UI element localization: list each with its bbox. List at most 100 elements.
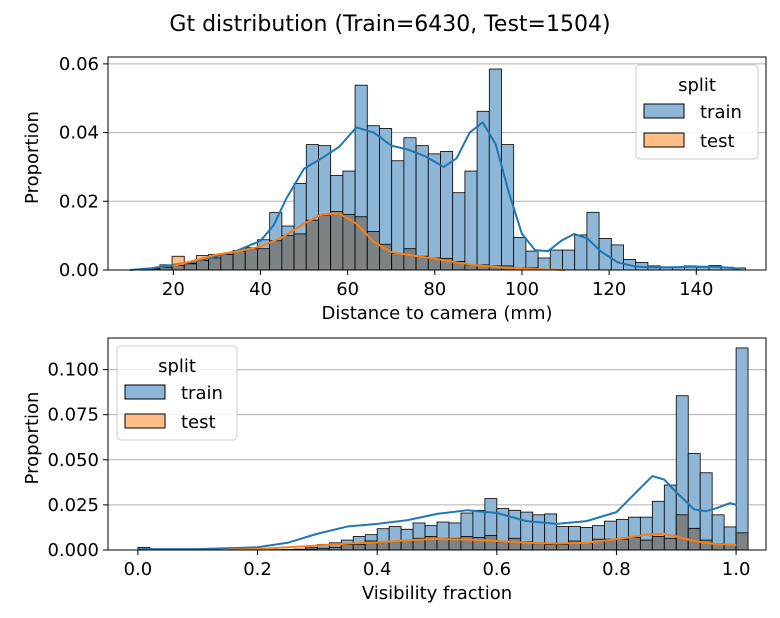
overlap-bar (663, 537, 677, 551)
test-kde-line (227, 532, 737, 551)
overlap-bar (244, 248, 258, 271)
kde-curves (137, 475, 737, 551)
y-tick-label: 0.075 (47, 405, 99, 426)
x-tick-label: 120 (592, 279, 626, 300)
legend-label-train: train (700, 102, 742, 123)
overlap-bar (352, 544, 366, 551)
y-axis-ticks: 0.00 0.02 0.04 0.06 (59, 54, 108, 281)
overlap-bar (340, 544, 354, 551)
overlap-bar (532, 543, 546, 551)
overlap-bar (257, 248, 271, 271)
y-tick-label: 0.000 (47, 540, 99, 561)
x-tick-label: 140 (679, 279, 713, 300)
train-bar (501, 144, 515, 271)
legend-label-test: test (181, 412, 216, 433)
x-tick-label: 20 (162, 279, 185, 300)
train-bar (415, 145, 429, 271)
x-tick-label: 0.8 (602, 559, 631, 580)
overlap-bar (556, 544, 569, 551)
train-bar (562, 249, 576, 271)
y-tick-label: 0.06 (59, 54, 99, 75)
x-tick-label: 1.0 (722, 559, 751, 580)
y-axis-label: Proportion (22, 392, 43, 485)
train-bar (488, 68, 502, 271)
x-tick-label: 0.0 (124, 559, 153, 580)
overlap-bar (196, 259, 210, 271)
overlap-bar (484, 535, 498, 551)
overlap-bar (391, 253, 405, 271)
train-bar (513, 236, 527, 271)
x-axis-label: Visibility fraction (362, 583, 512, 604)
overlap-bar (544, 544, 558, 551)
train-bar (452, 192, 466, 271)
y-tick-label: 0.04 (59, 123, 99, 144)
legend: split train test (116, 345, 238, 441)
train-bar (464, 170, 478, 271)
train-bar (549, 249, 563, 271)
train-bar (610, 244, 624, 271)
train-bar (735, 347, 749, 551)
legend-swatch-train (124, 384, 166, 400)
overlap-bar (183, 263, 197, 271)
test-kde-line (173, 212, 566, 271)
overlap-bar (330, 211, 344, 271)
legend-label-test: test (700, 131, 735, 152)
overlap-bar (293, 233, 307, 271)
x-tick-label: 80 (423, 279, 446, 300)
distance-panel: 20 40 60 80 100 120 140 0.00 0.02 0.04 0.06 Dista… (22, 54, 767, 324)
train-kde-line (137, 475, 737, 551)
overlap-bar (651, 536, 665, 551)
overlap-bar (281, 235, 295, 271)
plot-frame (107, 337, 767, 551)
train-bar (525, 250, 539, 271)
x-axis-ticks: 0.0 0.2 0.4 0.6 0.8 1.0 (124, 550, 751, 580)
kde-curves (129, 121, 740, 271)
figure-title: Gt distribution (Train=6430, Test=1504) (169, 12, 610, 37)
y-axis-ticks: 0.000 0.025 0.050 0.075 0.100 (47, 360, 108, 561)
x-axis-label: Distance to camera (mm) (321, 303, 552, 324)
train-bar (574, 234, 588, 271)
x-tick-label: 100 (505, 279, 539, 300)
x-axis-ticks: 20 40 60 80 100 120 140 (162, 270, 713, 300)
legend-title: split (678, 75, 716, 96)
overlap-bar (403, 248, 417, 271)
x-tick-label: 40 (249, 279, 272, 300)
x-tick-label: 0.4 (363, 559, 392, 580)
x-tick-label: 0.2 (243, 559, 272, 580)
y-tick-label: 0.02 (59, 191, 99, 212)
y-tick-label: 0.100 (47, 360, 99, 381)
overlap-bar (508, 537, 522, 551)
train-bar (440, 151, 454, 271)
overlap-bar (735, 532, 749, 551)
overlap-bar (318, 214, 332, 271)
plot-frame (107, 56, 767, 271)
overlap-bar (496, 541, 510, 551)
train-kde-line (129, 121, 740, 271)
overlap-bar (628, 536, 641, 551)
overlap-bar (616, 538, 629, 551)
legend-swatch-train (643, 103, 685, 119)
x-tick-label: 60 (336, 279, 359, 300)
train-bar (476, 110, 490, 271)
overlap-bar (400, 539, 414, 551)
visibility-panel: 0.0 0.2 0.4 0.6 0.8 1.0 0.0000.0250.0500.0750… (22, 337, 767, 604)
overlap-bar (305, 219, 319, 271)
overlap-bar (220, 254, 234, 271)
x-tick-label: 0.6 (482, 559, 511, 580)
legend-title: split (158, 356, 196, 377)
overlap-bar (208, 257, 222, 271)
y-tick-label: 0.00 (59, 260, 99, 281)
legend-swatch-test (124, 413, 166, 429)
y-axis-label: Proportion (22, 111, 43, 204)
legend: split train test (635, 64, 759, 160)
overlap-bar (232, 250, 246, 271)
overlap-bar (269, 240, 283, 271)
legend-label-train: train (181, 383, 223, 404)
legend-swatch-test (643, 132, 685, 148)
y-tick-label: 0.025 (47, 495, 99, 516)
overlap-bar (675, 514, 689, 551)
train-bar (427, 153, 441, 271)
overlap-bar (639, 539, 653, 551)
y-tick-label: 0.050 (47, 450, 99, 471)
